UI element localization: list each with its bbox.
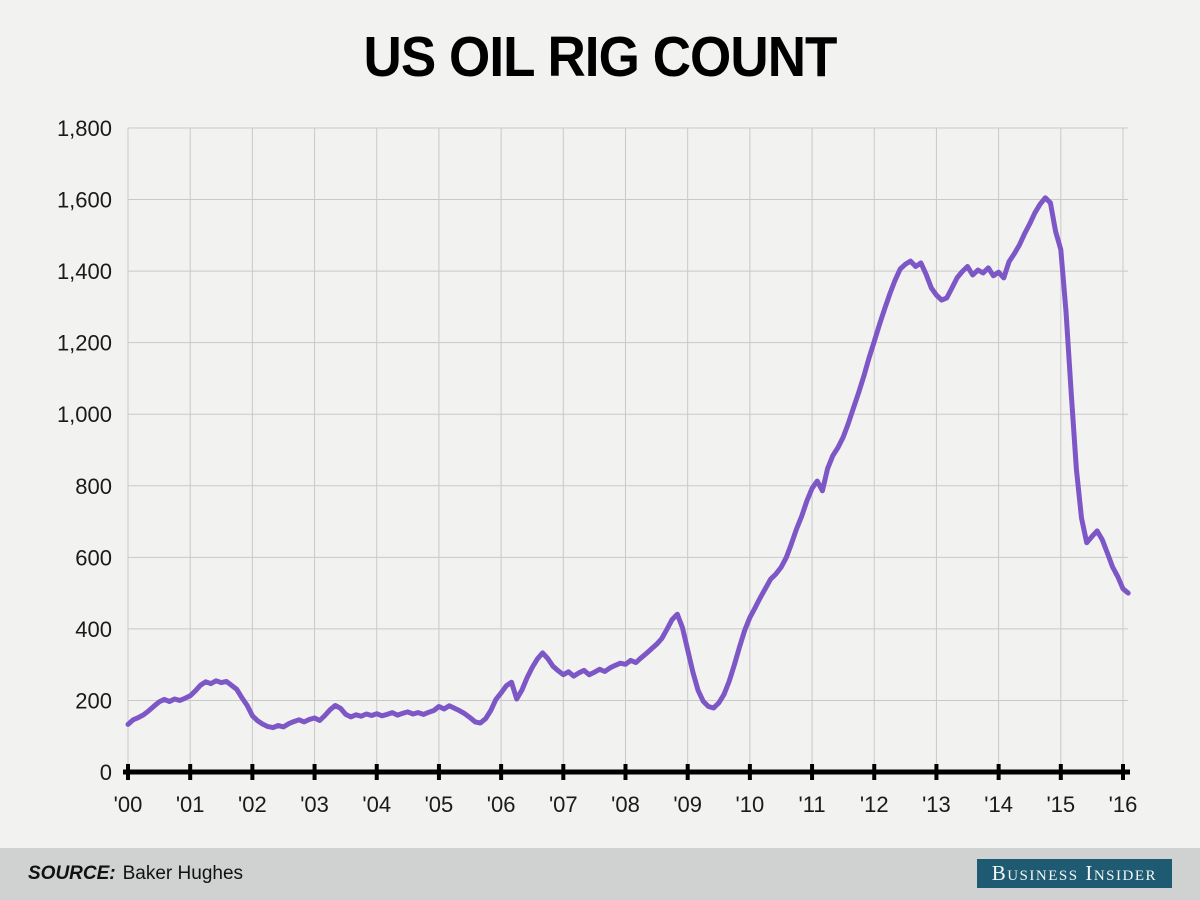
x-tick-label-08: '08 bbox=[611, 792, 640, 817]
business-insider-wordmark: Business Insider bbox=[991, 861, 1157, 885]
x-axis-tick-00 bbox=[126, 764, 130, 780]
source-value: Baker Hughes bbox=[122, 863, 244, 884]
y-tick-label-600: 600 bbox=[75, 545, 112, 570]
y-tick-label-1,200: 1,200 bbox=[57, 331, 112, 356]
x-tick-label-03: '03 bbox=[300, 792, 329, 817]
x-tick-label-04: '04 bbox=[362, 792, 391, 817]
y-tick-label-800: 800 bbox=[75, 474, 112, 499]
x-tick-label-10: '10 bbox=[736, 792, 765, 817]
x-axis-tick-15 bbox=[1058, 764, 1063, 780]
x-tick-label-11: '11 bbox=[799, 792, 826, 817]
y-tick-label-1,000: 1,000 bbox=[57, 402, 112, 427]
x-axis-tick-05 bbox=[436, 764, 441, 780]
x-tick-label-02: '02 bbox=[238, 792, 267, 817]
x-axis-tick-04 bbox=[374, 764, 379, 780]
source-label: SOURCE: bbox=[28, 863, 116, 884]
x-axis-tick-09 bbox=[685, 764, 690, 780]
x-axis-tick-10 bbox=[747, 764, 752, 780]
y-tick-label-0: 0 bbox=[100, 760, 112, 785]
x-axis-tick-02 bbox=[250, 764, 255, 780]
chart-title: US OIL RIG COUNT bbox=[363, 25, 837, 89]
y-tick-label-200: 200 bbox=[75, 688, 112, 713]
x-axis-tick-06 bbox=[499, 764, 504, 780]
x-tick-label-07: '07 bbox=[549, 792, 578, 817]
y-tick-label-1,400: 1,400 bbox=[57, 259, 112, 284]
business-insider-logo: Business Insider bbox=[976, 859, 1172, 888]
x-axis-tick-12 bbox=[872, 764, 877, 780]
y-tick-label-400: 400 bbox=[75, 617, 112, 642]
x-tick-label-05: '05 bbox=[425, 792, 454, 817]
x-axis-tick-11 bbox=[810, 764, 815, 780]
x-tick-label-12: '12 bbox=[860, 792, 889, 817]
x-tick-label-16: '16 bbox=[1109, 792, 1138, 817]
x-axis-tick-14 bbox=[996, 764, 1001, 780]
x-axis-tick-03 bbox=[312, 764, 317, 780]
x-tick-label-14: '14 bbox=[984, 792, 1013, 817]
source-credit: SOURCE: Baker Hughes bbox=[28, 848, 243, 900]
x-axis-tick-07 bbox=[561, 764, 566, 780]
y-tick-label-1,800: 1,800 bbox=[57, 116, 112, 141]
x-axis-tick-08 bbox=[623, 764, 628, 780]
x-tick-label-06: '06 bbox=[487, 792, 516, 817]
x-tick-label-13: '13 bbox=[922, 792, 951, 817]
x-axis-tick-01 bbox=[188, 764, 193, 780]
x-axis-tick-16 bbox=[1121, 764, 1125, 780]
y-tick-label-1,600: 1,600 bbox=[57, 188, 112, 213]
x-tick-label-09: '09 bbox=[673, 792, 702, 817]
x-tick-label-15: '15 bbox=[1046, 792, 1075, 817]
footer-bar: SOURCE: Baker Hughes Business Insider bbox=[0, 848, 1200, 900]
x-tick-label-00: '00 bbox=[114, 792, 143, 817]
series-line-us-oil-rigs bbox=[125, 195, 1131, 731]
x-tick-label-01: '01 bbox=[176, 792, 205, 817]
x-axis-tick-13 bbox=[934, 764, 939, 780]
